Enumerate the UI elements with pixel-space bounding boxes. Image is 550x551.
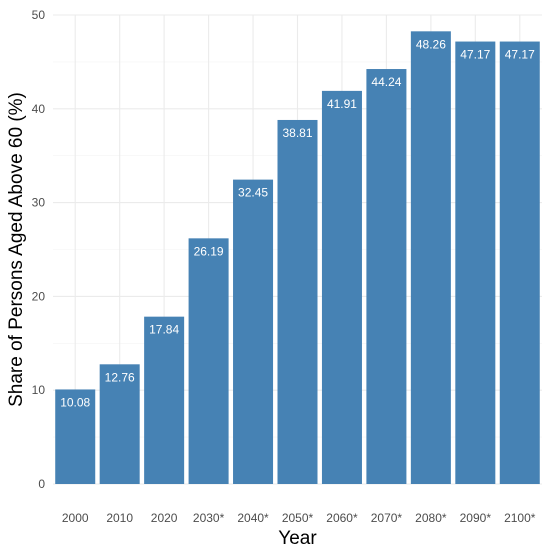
bar-value-label: 26.19: [194, 244, 224, 258]
bar-2090-projected: [455, 41, 496, 484]
x-tick-label: 2030*: [193, 511, 225, 525]
bar-value-label: 32.45: [238, 186, 268, 200]
x-axis-ticks: 2000 2010 2020 2030* 2040* 2050* 2060* 2070* 208…: [62, 511, 536, 525]
y-axis-ticks: 0 10 20 30 40 50: [32, 8, 46, 491]
bar-2030-projected: [188, 238, 229, 484]
bar-value-label: 10.08: [60, 395, 90, 409]
y-tick-label: 40: [32, 102, 46, 116]
bar-2070-projected: [366, 69, 407, 484]
bar-value-label: 38.81: [282, 126, 312, 140]
bar-2000: [55, 389, 96, 484]
x-tick-label: 2080*: [415, 511, 447, 525]
bar-value-label: 17.84: [149, 323, 179, 337]
y-tick-label: 0: [38, 477, 45, 491]
bar-value-label: 48.26: [416, 37, 446, 51]
x-tick-label: 2100*: [504, 511, 536, 525]
bar-value-label: 41.91: [327, 97, 357, 111]
bar-value-label: 47.17: [505, 48, 535, 62]
y-tick-label: 30: [32, 196, 46, 210]
x-tick-label: 2000: [62, 511, 89, 525]
x-tick-label: 2010: [106, 511, 133, 525]
bar-2100-projected: [499, 41, 540, 484]
bar-2040-projected: [233, 179, 274, 484]
x-tick-label: 2070*: [371, 511, 403, 525]
y-axis-title: Share of Persons Aged Above 60 (%): [6, 92, 27, 407]
bar-value-label: 47.17: [460, 48, 490, 62]
x-axis-title: Year: [278, 528, 317, 549]
y-tick-label: 10: [32, 383, 46, 397]
bar-value-label: 12.76: [105, 370, 135, 384]
x-tick-label: 2090*: [460, 511, 492, 525]
y-tick-label: 20: [32, 289, 46, 303]
bar-value-label: 44.24: [371, 75, 401, 89]
x-tick-label: 2020: [151, 511, 178, 525]
x-tick-label: 2040*: [237, 511, 269, 525]
bar-2020: [144, 316, 185, 484]
data-labels: 10.08 12.76 17.84 26.19 32.45 38.81 41.91 44.24…: [60, 37, 535, 409]
bar-2080-projected: [410, 31, 451, 485]
bar-2060-projected: [321, 90, 362, 484]
x-tick-label: 2060*: [326, 511, 358, 525]
y-tick-label: 50: [32, 8, 46, 22]
bar-2050-projected: [277, 119, 318, 485]
x-tick-label: 2050*: [282, 511, 314, 525]
bar-2010: [99, 364, 140, 484]
bars: [55, 31, 540, 485]
